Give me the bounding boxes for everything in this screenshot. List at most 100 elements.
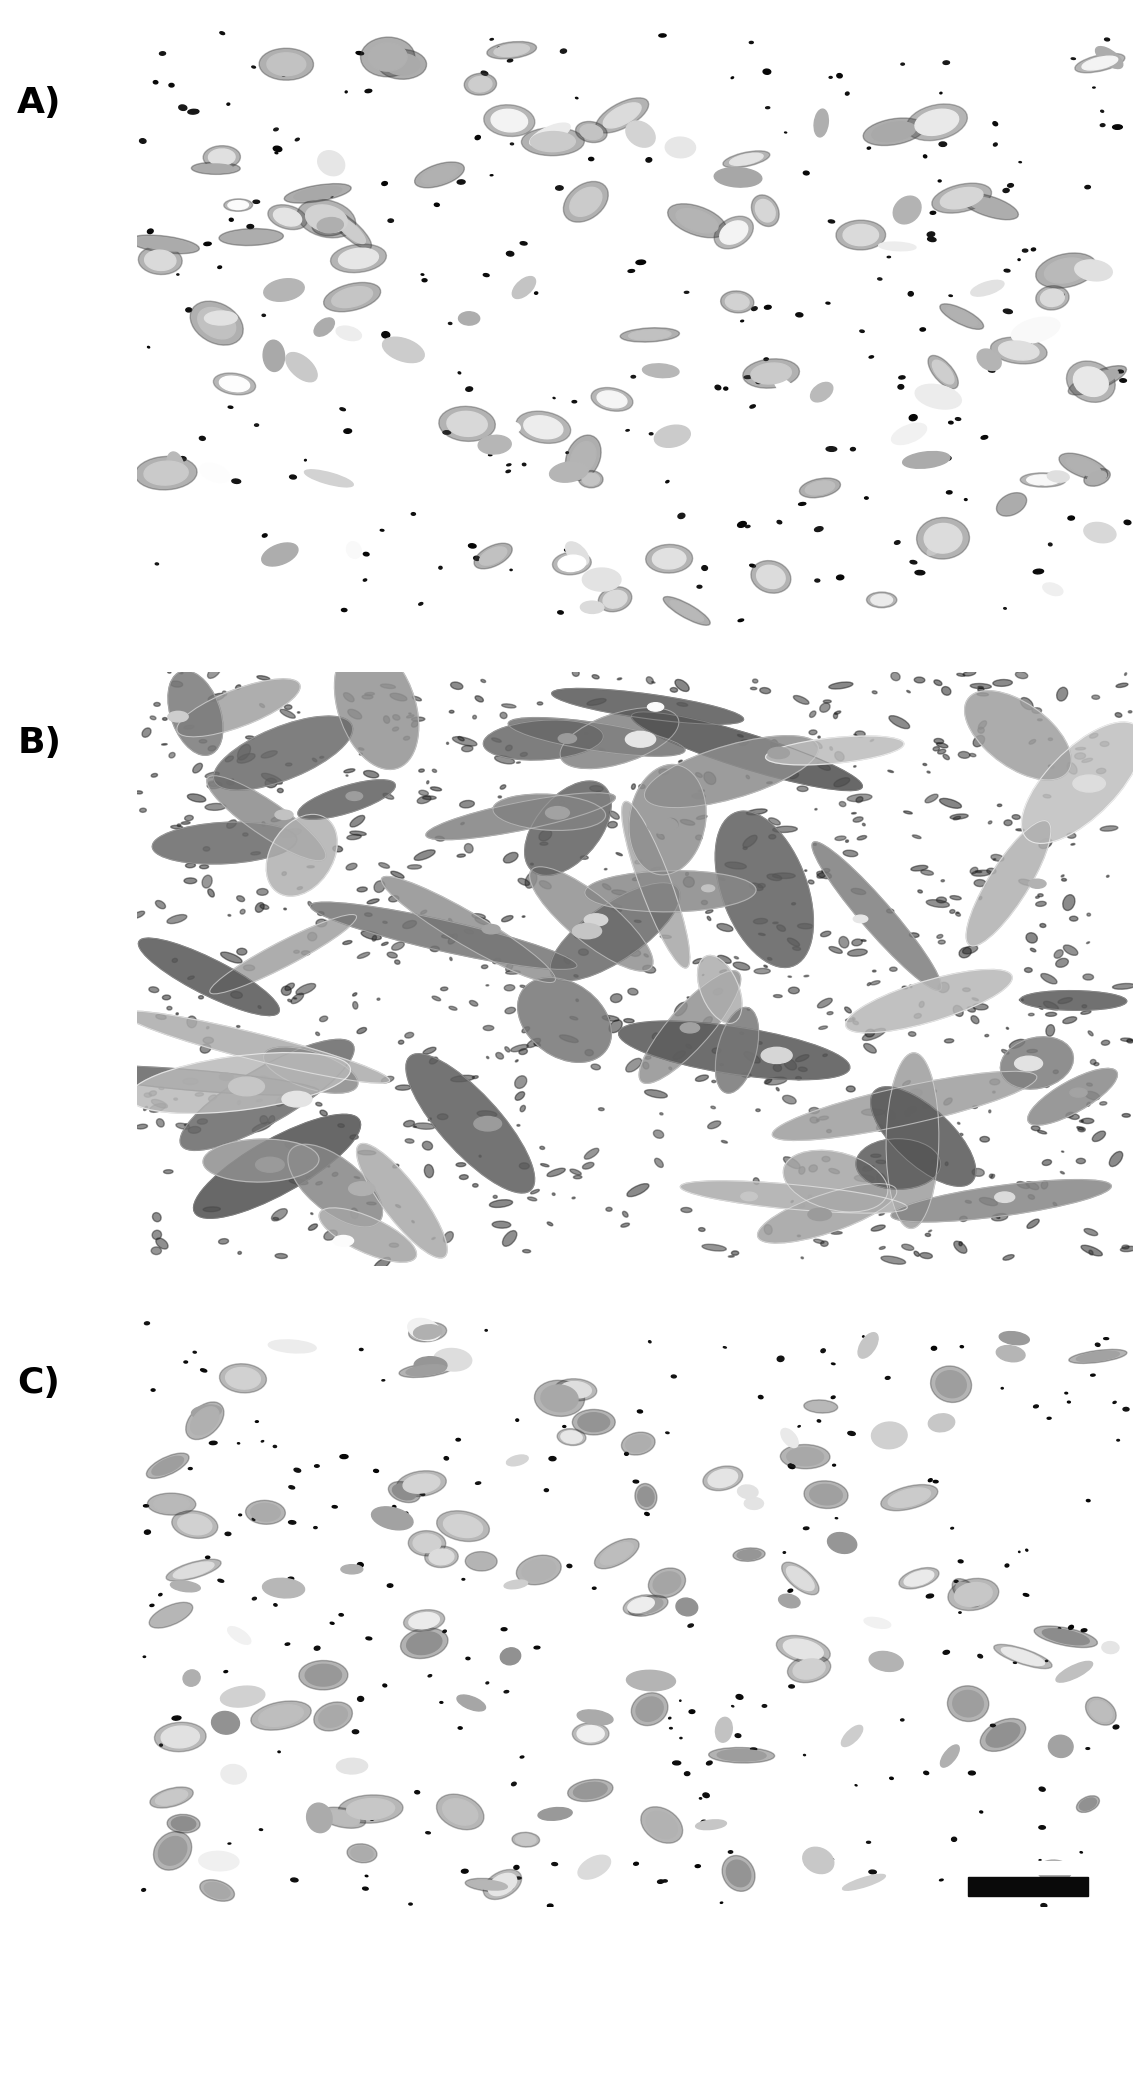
Ellipse shape [664, 597, 710, 626]
Ellipse shape [863, 1028, 885, 1041]
Ellipse shape [1094, 1062, 1099, 1066]
Ellipse shape [299, 1066, 302, 1070]
Ellipse shape [643, 363, 680, 378]
Ellipse shape [777, 1635, 831, 1663]
Ellipse shape [469, 77, 492, 92]
Ellipse shape [530, 123, 570, 146]
Ellipse shape [574, 974, 578, 976]
Ellipse shape [1067, 763, 1078, 774]
Ellipse shape [522, 1026, 530, 1033]
Ellipse shape [1038, 1131, 1047, 1135]
Ellipse shape [423, 1047, 436, 1053]
Ellipse shape [836, 73, 842, 77]
Ellipse shape [70, 1066, 319, 1095]
Ellipse shape [1048, 1736, 1073, 1756]
Ellipse shape [756, 382, 761, 384]
Ellipse shape [681, 1022, 700, 1033]
Ellipse shape [972, 1168, 984, 1177]
Ellipse shape [515, 1091, 525, 1099]
Ellipse shape [1118, 369, 1123, 373]
Ellipse shape [364, 580, 367, 582]
Ellipse shape [696, 772, 702, 778]
Ellipse shape [970, 753, 976, 757]
Ellipse shape [820, 703, 831, 711]
Ellipse shape [906, 104, 968, 140]
Ellipse shape [297, 887, 302, 889]
Ellipse shape [843, 225, 879, 246]
Ellipse shape [459, 311, 479, 325]
Ellipse shape [319, 1806, 366, 1827]
Ellipse shape [427, 780, 429, 784]
Ellipse shape [1033, 569, 1043, 574]
Ellipse shape [143, 1504, 149, 1506]
Ellipse shape [403, 920, 416, 928]
Ellipse shape [244, 966, 255, 970]
Ellipse shape [1067, 832, 1075, 839]
Ellipse shape [1074, 261, 1112, 282]
Ellipse shape [448, 918, 452, 922]
Ellipse shape [252, 1122, 271, 1133]
Ellipse shape [809, 880, 815, 884]
Ellipse shape [396, 1204, 400, 1208]
Ellipse shape [585, 1147, 598, 1160]
Ellipse shape [714, 167, 762, 188]
Ellipse shape [940, 305, 984, 330]
Ellipse shape [818, 999, 832, 1008]
Ellipse shape [999, 1331, 1030, 1345]
Ellipse shape [251, 1504, 280, 1521]
Ellipse shape [531, 131, 575, 152]
Ellipse shape [706, 909, 713, 914]
Ellipse shape [320, 1110, 327, 1116]
Ellipse shape [172, 1817, 196, 1832]
Ellipse shape [652, 1033, 658, 1039]
Ellipse shape [891, 1181, 1111, 1222]
Ellipse shape [350, 830, 366, 836]
Ellipse shape [750, 363, 792, 384]
Ellipse shape [205, 772, 220, 778]
Ellipse shape [150, 715, 156, 720]
Ellipse shape [1082, 56, 1118, 71]
Ellipse shape [738, 734, 744, 736]
Ellipse shape [252, 1519, 255, 1521]
Ellipse shape [228, 1627, 251, 1644]
Ellipse shape [1032, 1126, 1040, 1131]
Ellipse shape [601, 1542, 634, 1564]
Ellipse shape [406, 715, 414, 718]
Ellipse shape [626, 121, 656, 148]
Ellipse shape [963, 989, 970, 991]
Ellipse shape [505, 1047, 510, 1051]
Ellipse shape [1074, 753, 1086, 759]
Ellipse shape [484, 720, 603, 759]
Ellipse shape [959, 751, 970, 759]
Ellipse shape [649, 1341, 651, 1343]
Ellipse shape [571, 442, 596, 474]
Ellipse shape [769, 834, 776, 839]
Ellipse shape [181, 822, 190, 824]
Ellipse shape [857, 836, 867, 841]
Ellipse shape [442, 935, 454, 939]
Ellipse shape [343, 941, 352, 945]
Ellipse shape [437, 1114, 448, 1120]
Ellipse shape [793, 947, 801, 951]
Ellipse shape [469, 1001, 478, 1005]
Ellipse shape [534, 1646, 540, 1648]
Ellipse shape [426, 793, 615, 841]
Ellipse shape [466, 386, 472, 392]
Ellipse shape [506, 970, 521, 974]
Ellipse shape [140, 238, 190, 250]
Ellipse shape [508, 58, 513, 63]
Ellipse shape [516, 411, 571, 444]
Ellipse shape [979, 897, 982, 899]
Ellipse shape [1058, 997, 1072, 1003]
Ellipse shape [787, 1567, 815, 1590]
Ellipse shape [620, 328, 680, 342]
Ellipse shape [170, 680, 183, 686]
Ellipse shape [765, 1076, 787, 1085]
Ellipse shape [308, 901, 312, 905]
Ellipse shape [1009, 1039, 1025, 1049]
Ellipse shape [799, 503, 805, 505]
Ellipse shape [1024, 1594, 1028, 1596]
Ellipse shape [904, 811, 912, 814]
Ellipse shape [204, 1208, 221, 1212]
Ellipse shape [1033, 1406, 1039, 1408]
